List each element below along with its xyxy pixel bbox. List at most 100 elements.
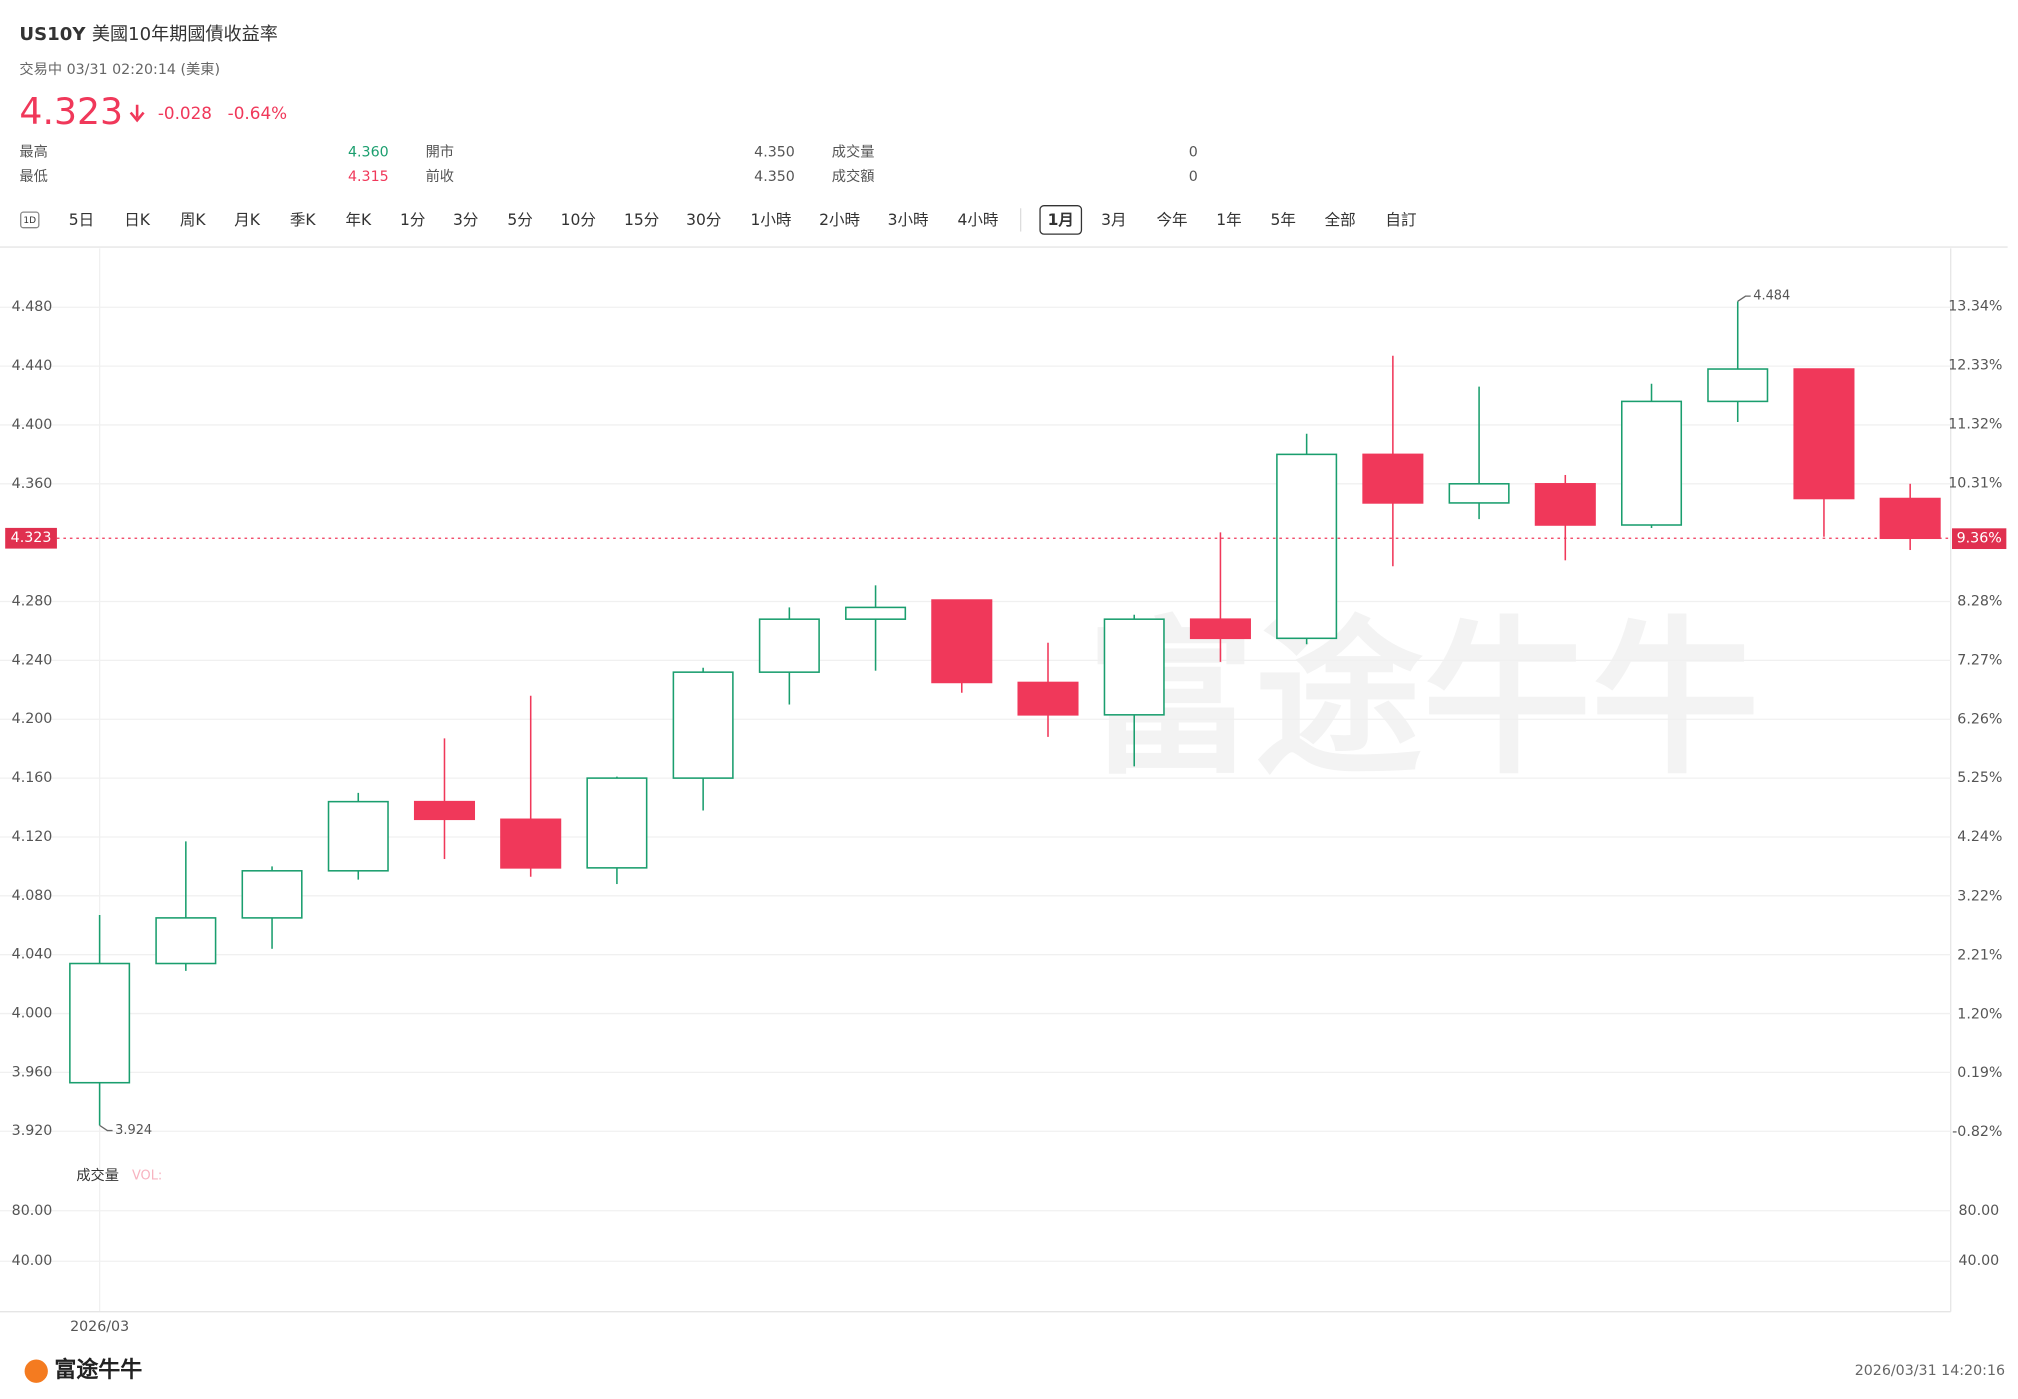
y-tick-label: 4.360 — [12, 476, 53, 492]
candle-body — [586, 777, 648, 869]
toolbar-item[interactable]: 5分 — [507, 211, 532, 229]
y-tick-label: 4.120 — [12, 829, 53, 845]
y2-tick-label: 10.31% — [1948, 475, 2002, 491]
y-tick-label: 4.400 — [12, 417, 53, 433]
y-tick-label: 4.000 — [12, 1006, 53, 1022]
stat-value: 4.350 — [754, 169, 795, 185]
toolbar-item[interactable]: 今年 — [1156, 211, 1187, 229]
vol-tick-label-right: 40.00 — [1958, 1253, 1999, 1269]
candle-body — [931, 599, 993, 684]
y-tick-label: 4.080 — [12, 888, 53, 904]
y2-tick-label: 1.20% — [1957, 1006, 2002, 1022]
candle-body — [155, 917, 217, 965]
last-pct-badge — [1952, 528, 2007, 550]
toolbar-item[interactable]: 5年 — [1271, 211, 1296, 229]
vol-tick-label: 40.00 — [12, 1253, 53, 1269]
y2-tick-label: 12.33% — [1948, 358, 2002, 374]
candle-body — [845, 606, 907, 620]
y2-tick-label: 0.19% — [1957, 1065, 2002, 1081]
vol-tick-label-right: 80.00 — [1958, 1203, 1999, 1219]
y-tick-label: 4.280 — [12, 594, 53, 610]
y2-tick-label: 4.24% — [1957, 829, 2002, 845]
y-tick-label: 4.160 — [12, 770, 53, 786]
annot-line — [1737, 295, 1751, 302]
toolbar-item[interactable]: 年K — [345, 211, 372, 229]
toolbar-item[interactable]: 5日 — [69, 211, 94, 229]
icon-label: 1D — [23, 216, 36, 226]
annot-line — [99, 1124, 113, 1132]
change: -0.028 — [158, 103, 212, 123]
stat-label: 成交額 — [832, 167, 875, 185]
y2-tick-label: 13.34% — [1948, 299, 2002, 315]
candle-body — [1620, 400, 1683, 526]
price: 4.323 — [19, 90, 123, 133]
toolbar-item[interactable]: 月K — [234, 211, 261, 229]
toolbar-item[interactable]: 周K — [180, 211, 207, 229]
stat-value: 0 — [1189, 145, 1198, 161]
candle-body — [1707, 368, 1769, 403]
y2-tick-label: 7.27% — [1957, 653, 2002, 669]
candle-body — [758, 618, 820, 673]
toolbar-item[interactable]: 1小時 — [751, 211, 792, 229]
y2-tick-label: 3.22% — [1957, 889, 2002, 905]
last-badge — [5, 527, 57, 549]
stat-label: 最低 — [19, 168, 47, 185]
candle-body — [1017, 681, 1079, 716]
y-tick-label: 3.920 — [12, 1123, 53, 1139]
watermark: 富途牛牛 — [1087, 601, 1760, 797]
toolbar-item[interactable]: 15分 — [624, 211, 659, 229]
toolbar-item[interactable]: 日K — [124, 211, 151, 229]
low-label: 3.924 — [115, 1123, 152, 1138]
y2-tick-label: 5.25% — [1957, 770, 2002, 786]
y-tick-label: 4.200 — [12, 711, 53, 727]
toolbar-item[interactable]: 1月 — [1048, 211, 1074, 229]
high-label: 4.484 — [1753, 289, 1790, 304]
candle-body — [1448, 483, 1510, 504]
candle-body — [327, 800, 389, 872]
candle-body — [69, 962, 131, 1084]
toolbar-item[interactable]: 3分 — [453, 211, 478, 229]
candle-body — [500, 818, 562, 869]
symbol: US10Y — [19, 24, 86, 45]
toolbar-item[interactable]: 1年 — [1216, 211, 1241, 229]
toolbar-item[interactable]: 季K — [290, 211, 317, 229]
timestamp: 2026/03/31 14:20:16 — [1855, 1363, 2005, 1379]
y-tick-label: 4.440 — [12, 358, 53, 374]
x-tick-label: 2026/03 — [70, 1319, 129, 1335]
brand: 富途牛牛 — [54, 1357, 142, 1383]
candle-body — [1189, 618, 1251, 640]
y2-tick-label: 2.21% — [1957, 947, 2002, 963]
y2-tick-label: -0.82% — [1952, 1124, 2002, 1140]
toolbar-item[interactable]: 4小時 — [958, 211, 999, 229]
y-tick-label: 4.480 — [12, 299, 53, 315]
y2-tick-label: 8.28% — [1957, 594, 2002, 610]
logo-icon — [24, 1359, 48, 1383]
y-tick-label: 4.040 — [12, 947, 53, 963]
toolbar-item[interactable]: 10分 — [561, 211, 596, 229]
change-pct: -0.64% — [228, 103, 287, 123]
toolbar-item[interactable]: 2小時 — [819, 211, 860, 229]
toolbar-item[interactable]: 全部 — [1325, 211, 1356, 229]
candle-body — [672, 671, 734, 779]
candle-body — [1534, 483, 1596, 526]
candle-body — [241, 870, 303, 919]
instrument-name: 美國10年期國債收益率 — [92, 24, 278, 45]
icon-box — [20, 211, 40, 229]
stat-label: 最高 — [19, 144, 47, 161]
toolbar-item[interactable]: 30分 — [686, 211, 721, 229]
y-tick-label: 3.960 — [12, 1064, 53, 1080]
stat-value: 4.350 — [754, 145, 795, 161]
stat-value: 4.360 — [348, 145, 389, 161]
candle-body — [1793, 368, 1855, 500]
volume-title: 成交量 — [76, 1166, 119, 1184]
y2-tick-label: 6.26% — [1957, 711, 2002, 727]
last-pct-label: 9.36% — [1957, 531, 2002, 547]
stat-label: 開市 — [426, 144, 454, 161]
toolbar-item[interactable]: 3小時 — [888, 211, 929, 229]
vol-tick-label: 80.00 — [12, 1203, 53, 1219]
volume-label: VOL: — [132, 1168, 162, 1183]
toolbar-item[interactable]: 自訂 — [1385, 211, 1416, 229]
toolbar-item[interactable]: 1分 — [400, 211, 425, 229]
toolbar-item[interactable]: 3月 — [1101, 211, 1126, 229]
